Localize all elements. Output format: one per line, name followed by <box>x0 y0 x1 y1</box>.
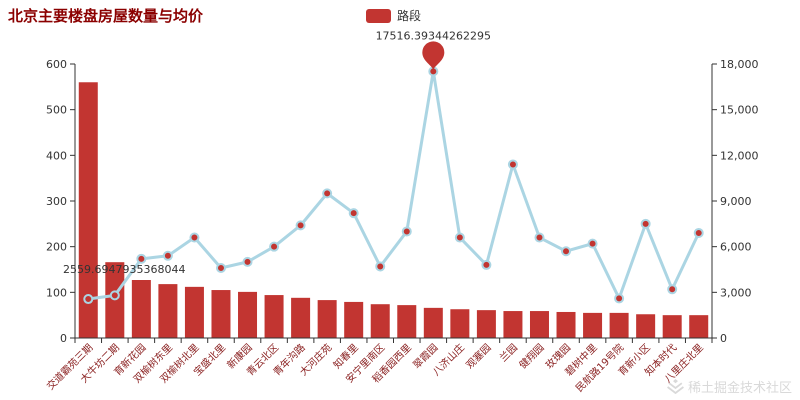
bar <box>184 286 204 338</box>
line-point <box>454 232 465 243</box>
bar <box>529 311 549 338</box>
bar <box>476 310 496 338</box>
bar <box>238 291 258 338</box>
line-point <box>587 238 598 249</box>
line-point <box>322 188 333 199</box>
bar <box>662 315 682 338</box>
line-point <box>375 261 386 272</box>
line-point <box>242 256 253 267</box>
line-point <box>269 241 280 252</box>
right-axis-tick-label: 15,000 <box>720 104 759 117</box>
chart-title: 北京主要楼盘房屋数量与均价 <box>8 7 204 25</box>
bar <box>450 309 470 338</box>
left-axis-tick-label: 200 <box>46 241 67 254</box>
legend-label: 路段 <box>397 9 422 23</box>
right-axis-tick-label: 18,000 <box>720 58 759 71</box>
right-axis-tick-label: 0 <box>720 332 727 345</box>
line-point <box>215 262 226 273</box>
bar <box>291 297 311 338</box>
data-label: 17516.39344262295 <box>376 29 491 42</box>
right-axis-tick-label: 3,000 <box>720 286 752 299</box>
left-axis-tick-label: 600 <box>46 58 67 71</box>
watermark-text: 稀土掘金技术社区 <box>687 381 792 396</box>
left-axis-tick-label: 400 <box>46 149 67 162</box>
right-axis-tick-label: 12,000 <box>720 149 759 162</box>
max-value-pin-icon <box>422 41 445 70</box>
bar <box>636 314 656 338</box>
line-point <box>614 293 625 304</box>
bar <box>689 315 709 338</box>
bar <box>556 311 576 338</box>
bar <box>583 312 603 338</box>
bar <box>78 82 98 339</box>
bar <box>609 312 629 338</box>
bar <box>211 290 231 338</box>
line-point <box>401 226 412 237</box>
x-axis-category-label: 交道霸苑三期 <box>44 341 96 393</box>
line-point <box>561 246 572 257</box>
bar <box>344 301 364 338</box>
data-label: 2559.6947935368044 <box>63 263 185 276</box>
line-point <box>109 290 120 301</box>
line-point <box>295 220 306 231</box>
line-point <box>189 232 200 243</box>
legend-item-roadsegment[interactable]: 路段 <box>366 7 421 24</box>
watermark: 稀土掘金技术社区 <box>667 377 792 396</box>
line-point <box>640 218 651 229</box>
price-line <box>88 69 701 301</box>
line-point <box>667 284 678 295</box>
bar <box>264 295 284 338</box>
bar <box>397 305 417 338</box>
x-axis-category-label: 观塞园 <box>463 341 493 371</box>
line-point <box>136 253 147 264</box>
line-point <box>162 250 173 261</box>
line-point <box>693 227 704 238</box>
left-axis-tick-label: 300 <box>46 195 67 208</box>
x-axis-category-label: 兰园 <box>497 341 520 364</box>
bar <box>158 284 178 338</box>
bar <box>503 311 523 338</box>
right-axis-tick-label: 6,000 <box>720 241 752 254</box>
left-axis-tick-label: 0 <box>60 332 67 345</box>
bar <box>317 300 337 338</box>
line-point <box>534 232 545 243</box>
x-axis-category-label: 健翔园 <box>516 341 546 371</box>
legend-swatch-icon <box>366 8 391 23</box>
bar <box>423 307 443 338</box>
bar <box>131 280 151 338</box>
bar <box>370 304 390 338</box>
line-point <box>83 294 94 305</box>
line-point <box>481 259 492 270</box>
left-axis-tick-label: 100 <box>46 286 67 299</box>
line-point <box>348 208 359 219</box>
right-axis-tick-label: 9,000 <box>720 195 752 208</box>
juejin-logo-icon <box>667 379 684 394</box>
line-point <box>507 159 518 170</box>
left-axis-tick-label: 500 <box>46 104 67 117</box>
